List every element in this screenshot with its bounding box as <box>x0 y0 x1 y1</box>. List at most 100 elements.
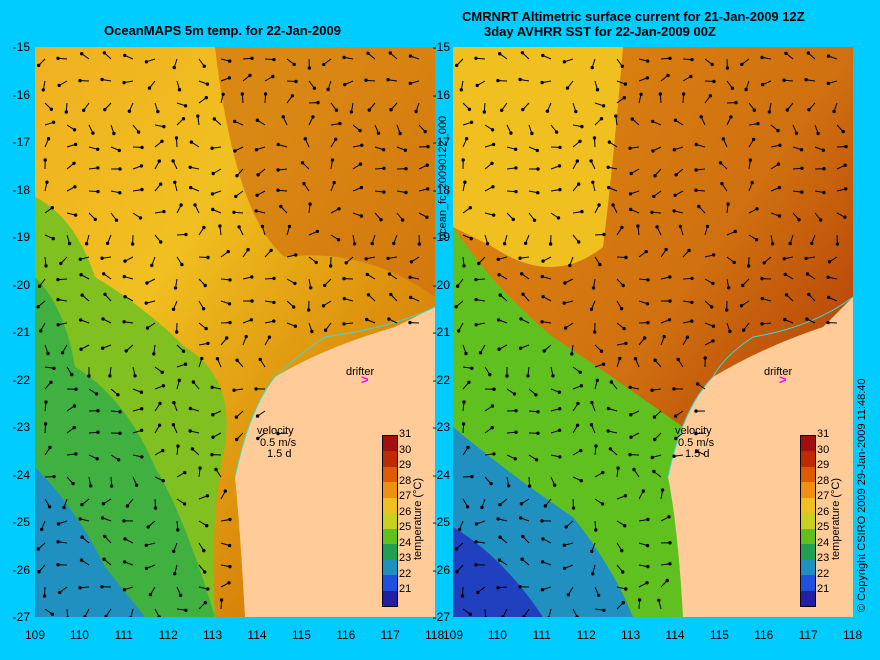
current-arrow-head <box>181 117 186 121</box>
current-arrow-head <box>580 209 584 214</box>
x-tick-label: 118 <box>425 628 445 642</box>
current-arrow-head <box>590 65 594 70</box>
current-arrow-head <box>535 148 540 153</box>
current-arrow-head <box>822 167 826 171</box>
current-arrow-head <box>695 382 700 386</box>
current-arrow-head <box>228 59 232 63</box>
current-arrow-head <box>323 328 328 332</box>
current-arrow-head <box>122 560 127 564</box>
y-tick-label: -17 <box>12 135 30 149</box>
current-arrow-head <box>181 349 186 353</box>
current-arrow-head <box>594 444 598 448</box>
current-arrow-head <box>741 283 745 288</box>
current-arrow-head <box>93 217 97 222</box>
colorbar-tick-label: 23 <box>399 552 412 564</box>
right-colorbar-title: temperature (°C) <box>830 477 842 560</box>
current-arrow-head <box>311 115 315 119</box>
current-arrow-head <box>211 435 215 439</box>
current-arrow-head <box>673 118 678 122</box>
colorbar-tick-label: 23 <box>817 552 830 564</box>
current-arrow-head <box>628 385 632 389</box>
current-arrow-head <box>783 272 787 277</box>
current-arrow-head <box>116 393 120 397</box>
current-arrow-head <box>685 335 690 339</box>
current-arrow-head <box>203 570 207 574</box>
current-arrow-head <box>711 281 715 286</box>
current-arrow-head <box>523 241 528 246</box>
current-arrow-head <box>655 225 659 229</box>
current-arrow-head <box>56 56 60 61</box>
current-arrow-head <box>760 55 764 60</box>
current-arrow-head <box>520 557 524 561</box>
current-arrow-head <box>67 241 72 246</box>
current-arrow-head <box>100 585 104 589</box>
current-arrow-head <box>342 55 346 60</box>
current-arrow-head <box>80 502 84 507</box>
current-arrow-head <box>620 548 624 553</box>
current-arrow-head <box>367 108 371 112</box>
current-arrow-head <box>171 159 175 163</box>
current-arrow-head <box>744 87 748 92</box>
current-arrow-head <box>59 261 63 266</box>
current-arrow-head <box>469 120 474 125</box>
current-arrow-head <box>117 148 122 153</box>
current-arrow-head <box>703 356 707 360</box>
current-arrow-head <box>668 299 672 303</box>
current-arrow-head <box>398 131 402 136</box>
colorbar-tick-label: 21 <box>817 583 830 595</box>
current-arrow-head <box>188 406 193 411</box>
current-arrow-head <box>752 137 756 142</box>
current-arrow-head <box>72 161 76 166</box>
current-arrow-head <box>206 341 210 346</box>
current-arrow-head <box>228 517 232 522</box>
current-arrow-head <box>73 185 77 189</box>
current-arrow-head <box>514 166 518 170</box>
current-arrow-head <box>276 188 280 192</box>
current-arrow-head <box>672 148 677 152</box>
colorbar-tick-label: 22 <box>817 567 830 580</box>
current-arrow-head <box>234 194 238 199</box>
current-arrow-head <box>646 59 650 63</box>
current-arrow-head <box>690 276 694 281</box>
current-arrow-head <box>37 63 41 68</box>
current-arrow-head <box>570 352 574 356</box>
current-arrow-head <box>690 300 694 305</box>
current-arrow-head <box>42 594 47 598</box>
current-arrow-head <box>130 242 135 246</box>
current-arrow-head <box>477 261 481 266</box>
current-arrow-head <box>96 430 100 434</box>
current-arrow-head <box>574 109 578 114</box>
current-arrow-head <box>198 466 202 470</box>
current-arrow-head <box>645 76 650 80</box>
current-arrow-head <box>389 108 393 112</box>
current-arrow-head <box>171 307 176 311</box>
current-arrow-head <box>474 56 478 61</box>
left-speed-label: 0.5 m/s <box>260 437 297 449</box>
left-current-arrows <box>36 51 430 617</box>
current-arrow-head <box>674 436 678 441</box>
current-arrow-head <box>608 447 613 451</box>
current-arrow-head <box>78 318 83 322</box>
current-arrow-head <box>116 458 121 462</box>
current-arrow-head <box>734 100 738 105</box>
current-arrow-head <box>577 182 581 186</box>
current-arrow-head <box>748 158 753 162</box>
y-tick-label: -19 <box>12 230 30 244</box>
x-tick-label: 117 <box>380 628 400 642</box>
current-arrow-head <box>540 80 544 85</box>
current-arrow-head <box>100 516 105 520</box>
x-tick-label: 115 <box>709 628 729 642</box>
current-arrow-head <box>205 82 210 86</box>
current-arrow-head <box>272 276 276 281</box>
current-arrow-head <box>705 224 710 229</box>
current-arrow-head <box>580 124 584 129</box>
current-arrow-head <box>100 346 105 350</box>
current-arrow-head <box>56 522 61 526</box>
current-arrow-head <box>133 374 137 378</box>
current-arrow-head <box>578 370 583 374</box>
current-arrow-head <box>536 410 540 414</box>
current-arrow-head <box>219 598 224 602</box>
current-arrow-head <box>250 275 254 279</box>
current-arrow-head <box>360 143 364 148</box>
current-arrow-head <box>226 249 230 254</box>
